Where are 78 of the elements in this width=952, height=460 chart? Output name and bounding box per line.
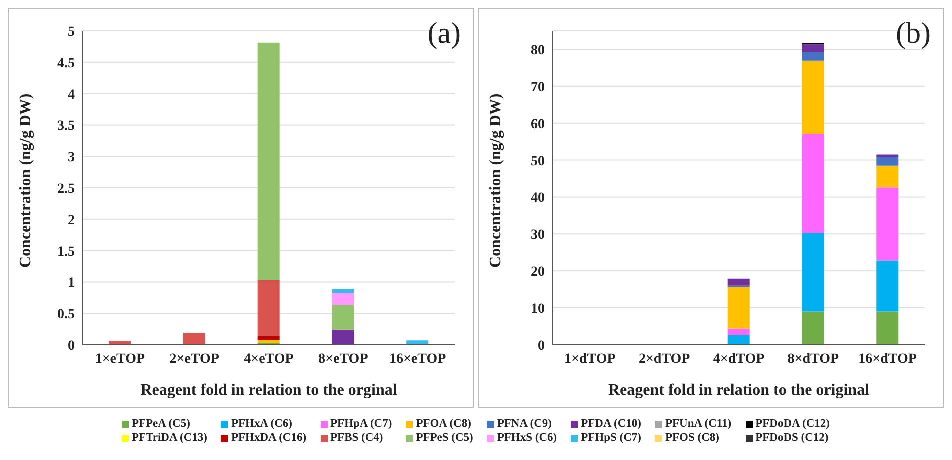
y-tick-label: 1 xyxy=(68,276,75,292)
y-tick-label: 60 xyxy=(531,117,545,132)
y-axis-title: Concentration (ng/g DW) xyxy=(488,94,505,268)
x-axis-title: Reagent fold in relation to the original xyxy=(608,382,870,399)
legend-label: PFDoDA (C12) xyxy=(756,418,830,430)
annotation: (b) xyxy=(896,17,931,51)
legend-label: PFPeS (C5) xyxy=(416,432,474,444)
y-tick-label: 3.5 xyxy=(58,119,75,134)
y-tick-label: 30 xyxy=(531,228,545,244)
legend-label: PFUnA (C11) xyxy=(665,418,732,430)
legend-label: PFHxA (C6) xyxy=(231,418,292,430)
bar xyxy=(876,260,899,312)
legend-label: PFOS (C8) xyxy=(665,432,720,444)
legend-label: PFHpS (C7) xyxy=(581,432,642,444)
y-tick-label: 10 xyxy=(531,302,545,318)
y-tick-label: 20 xyxy=(531,265,545,280)
x-tick-label: 2×dTOP xyxy=(638,352,691,367)
y-tick-label: 0.5 xyxy=(58,308,75,323)
bar xyxy=(183,333,206,345)
bar xyxy=(332,294,354,306)
bar xyxy=(728,287,750,329)
y-tick-label: 70 xyxy=(531,80,545,96)
bar xyxy=(876,312,899,345)
bar xyxy=(258,42,280,280)
bar xyxy=(802,134,824,234)
y-tick-label: 4 xyxy=(68,88,75,103)
legend-label: PFNA (C9) xyxy=(497,418,552,430)
y-tick-label: 4.5 xyxy=(58,56,75,72)
y-tick-label: 2.5 xyxy=(58,182,75,197)
y-tick-label: 40 xyxy=(531,191,545,206)
legend-label: PFHxS (C6) xyxy=(497,432,558,444)
x-tick-label: 16×eTOP xyxy=(389,352,447,367)
bar xyxy=(728,335,750,345)
bar xyxy=(728,328,750,336)
bar xyxy=(802,233,824,312)
bar xyxy=(258,280,280,336)
y-axis-title: Concentration (ng/g DW) xyxy=(18,94,35,268)
x-tick-label: 1×eTOP xyxy=(95,352,146,367)
bar xyxy=(332,330,354,345)
bar xyxy=(332,289,354,294)
y-tick-label: 1.5 xyxy=(58,244,75,260)
y-tick-label: 5 xyxy=(68,24,75,40)
legend-label: PFOA (C8) xyxy=(416,418,472,430)
bar xyxy=(802,44,824,52)
y-tick-label: 3 xyxy=(68,150,75,166)
y-tick-label: 50 xyxy=(531,154,545,170)
x-tick-label: 16×dTOP xyxy=(858,352,918,367)
x-tick-label: 8×dTOP xyxy=(788,352,840,367)
bar xyxy=(876,166,899,188)
bar xyxy=(802,60,824,134)
x-tick-label: 8×eTOP xyxy=(318,352,369,367)
y-tick-label: 0 xyxy=(68,338,75,354)
bar xyxy=(258,336,280,340)
y-tick-label: 80 xyxy=(531,43,545,58)
x-tick-label: 4×eTOP xyxy=(244,352,294,367)
bar xyxy=(332,305,354,330)
legend-label: PFTriDA (C13) xyxy=(132,432,208,444)
bar xyxy=(802,52,824,61)
legend-label: PFDoDS (C12) xyxy=(756,432,829,444)
bar xyxy=(876,188,899,261)
legend-label: PFPeA (C5) xyxy=(132,418,190,430)
legend-label: PFBS (C4) xyxy=(330,432,384,444)
bar xyxy=(802,312,824,345)
x-tick-label: 1×dTOP xyxy=(564,352,616,367)
bar xyxy=(258,340,280,344)
x-tick-label: 2×eTOP xyxy=(170,352,220,367)
y-tick-label: 0 xyxy=(538,338,545,354)
y-tick-label: 2 xyxy=(68,213,75,228)
x-tick-label: 4×dTOP xyxy=(713,352,766,367)
legend-label: PFHpA (C7) xyxy=(330,418,392,430)
bar xyxy=(728,278,750,286)
x-axis-title: Reagent fold in relation to the orginal xyxy=(140,382,398,399)
bar xyxy=(876,156,899,166)
bar xyxy=(406,340,429,345)
legend-label: PFHxDA (C16) xyxy=(231,432,307,444)
bar xyxy=(109,341,132,345)
annotation: (a) xyxy=(428,17,461,51)
legend-label: PFDA (C10) xyxy=(581,418,642,430)
